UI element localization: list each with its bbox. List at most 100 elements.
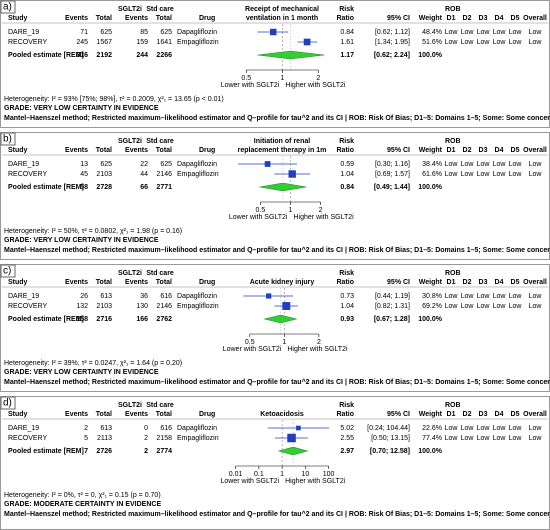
- col-header: Study: [8, 411, 28, 418]
- panel-label-box: [0, 264, 16, 278]
- rob: Low: [461, 161, 475, 168]
- col-header: Overall: [523, 147, 547, 154]
- study-square: [282, 302, 291, 310]
- study-square: [270, 28, 277, 36]
- rob: Low: [477, 161, 491, 168]
- col-header: Ratio: [337, 279, 355, 286]
- pooled-ci: [0.70; 12.58]: [370, 448, 410, 455]
- panel-label: d): [3, 398, 12, 409]
- pooled-diamond: [264, 314, 297, 324]
- pooled-rr: 0.84: [340, 184, 354, 191]
- heterogeneity: Heterogeneity: I² = 50%, τ² = 0.0802, χ²…: [4, 228, 182, 235]
- heterogeneity: Heterogeneity: I² = 39%, τ² = 0.0247, χ²…: [4, 360, 182, 367]
- study-name: RECOVERY: [8, 435, 47, 442]
- pooled-ci: [0.49; 1.44]: [374, 184, 410, 191]
- heterogeneity: Heterogeneity: I² = 93% [75%; 98%], τ² =…: [4, 96, 224, 103]
- ci: [0.69; 1.57]: [375, 171, 410, 178]
- rob: Low: [529, 171, 543, 178]
- col-header: Total: [156, 15, 172, 22]
- col-header: Total: [96, 279, 112, 286]
- rob: Low: [493, 161, 507, 168]
- ci: [0.30; 1.16]: [375, 161, 410, 168]
- direction-label: Lower with SGLT2i: [229, 214, 288, 221]
- col-header: D5: [511, 147, 520, 154]
- rob: Low: [493, 171, 507, 178]
- col-header: D2: [463, 147, 472, 154]
- count: 85: [140, 29, 148, 36]
- ci: [1.34; 1.95]: [375, 39, 410, 46]
- col-header: D2: [463, 411, 472, 418]
- rob: Low: [477, 171, 491, 178]
- x-tick-label: 1: [289, 207, 293, 214]
- rob: Low: [529, 29, 543, 36]
- rob: Low: [493, 29, 507, 36]
- outcome-title: Ketoacidosis: [260, 411, 304, 418]
- rob: Low: [445, 425, 459, 432]
- count: 45: [80, 171, 88, 178]
- x-tick-label: 1: [280, 75, 284, 82]
- rob: Low: [493, 39, 507, 46]
- col-header: D5: [511, 279, 520, 286]
- group-header: Std care: [146, 6, 174, 13]
- x-tick-label: 2: [316, 75, 320, 82]
- col-header: Weight: [419, 147, 443, 154]
- study-name: DARE_19: [8, 425, 39, 432]
- risk-ratio: 0.59: [340, 161, 354, 168]
- outcome-title: replacement therapy in 1m: [238, 147, 327, 154]
- col-header: Ratio: [337, 411, 355, 418]
- pooled-label: Pooled estimate [REM]: [8, 52, 84, 59]
- col-header: Drug: [199, 147, 215, 154]
- count: 1567: [96, 39, 112, 46]
- ci: [0.50; 13.15]: [371, 435, 410, 442]
- ci: [0.82; 1.31]: [375, 303, 410, 310]
- group-header: Std care: [146, 402, 174, 409]
- drug: Empagliflozin: [177, 435, 219, 442]
- outcome-title: Acute kidney injury: [250, 279, 315, 286]
- col-header: Events: [125, 279, 148, 286]
- direction-label: Higher with SGLT2i: [285, 82, 346, 89]
- col-header: 95% CI: [387, 411, 410, 418]
- rob: Low: [493, 435, 507, 442]
- col-header: D4: [495, 411, 504, 418]
- rob: Low: [477, 303, 491, 310]
- rob: Low: [509, 293, 523, 300]
- col-header: Overall: [523, 279, 547, 286]
- count: 36: [140, 293, 148, 300]
- col-header: D5: [511, 411, 520, 418]
- pooled-weight: 100.0%: [418, 52, 443, 59]
- study-name: DARE_19: [8, 293, 39, 300]
- drug: Empagliflozin: [177, 303, 219, 310]
- rob: Low: [529, 39, 543, 46]
- outcome-title: Initiation of renal: [254, 138, 310, 145]
- drug: Empagliflozin: [177, 171, 219, 178]
- count: 2146: [156, 171, 172, 178]
- col-header: Overall: [523, 15, 547, 22]
- rob: Low: [445, 435, 459, 442]
- pooled-weight: 100.0%: [418, 448, 443, 455]
- direction-label: Lower with SGLT2i: [223, 346, 282, 353]
- drug: Dapagliflozin: [177, 425, 217, 432]
- drug: Dapagliflozin: [177, 29, 217, 36]
- col-header: D4: [495, 15, 504, 22]
- count: 22: [140, 161, 148, 168]
- count: 2: [144, 435, 148, 442]
- count: 5: [84, 435, 88, 442]
- col-header: Events: [125, 147, 148, 154]
- col-header: Drug: [199, 411, 215, 418]
- x-tick-label: 2: [319, 207, 323, 214]
- group-header: SGLT2i: [118, 270, 142, 277]
- pooled-weight: 100.0%: [418, 184, 443, 191]
- col-header: 95% CI: [387, 279, 410, 286]
- rob: Low: [477, 39, 491, 46]
- x-tick-label: 10: [301, 471, 309, 478]
- count: 71: [80, 29, 88, 36]
- direction-label: Higher with SGLT2i: [287, 346, 348, 353]
- group-header: Std care: [146, 270, 174, 277]
- rob: Low: [477, 425, 491, 432]
- x-tick-label: 0.5: [256, 207, 266, 214]
- rob: Low: [477, 29, 491, 36]
- direction-label: Higher with SGLT2i: [285, 478, 346, 485]
- col-header: Study: [8, 15, 28, 22]
- footnote: Mantel–Haenszel method; Restricted maxim…: [4, 378, 550, 386]
- count: 2103: [96, 303, 112, 310]
